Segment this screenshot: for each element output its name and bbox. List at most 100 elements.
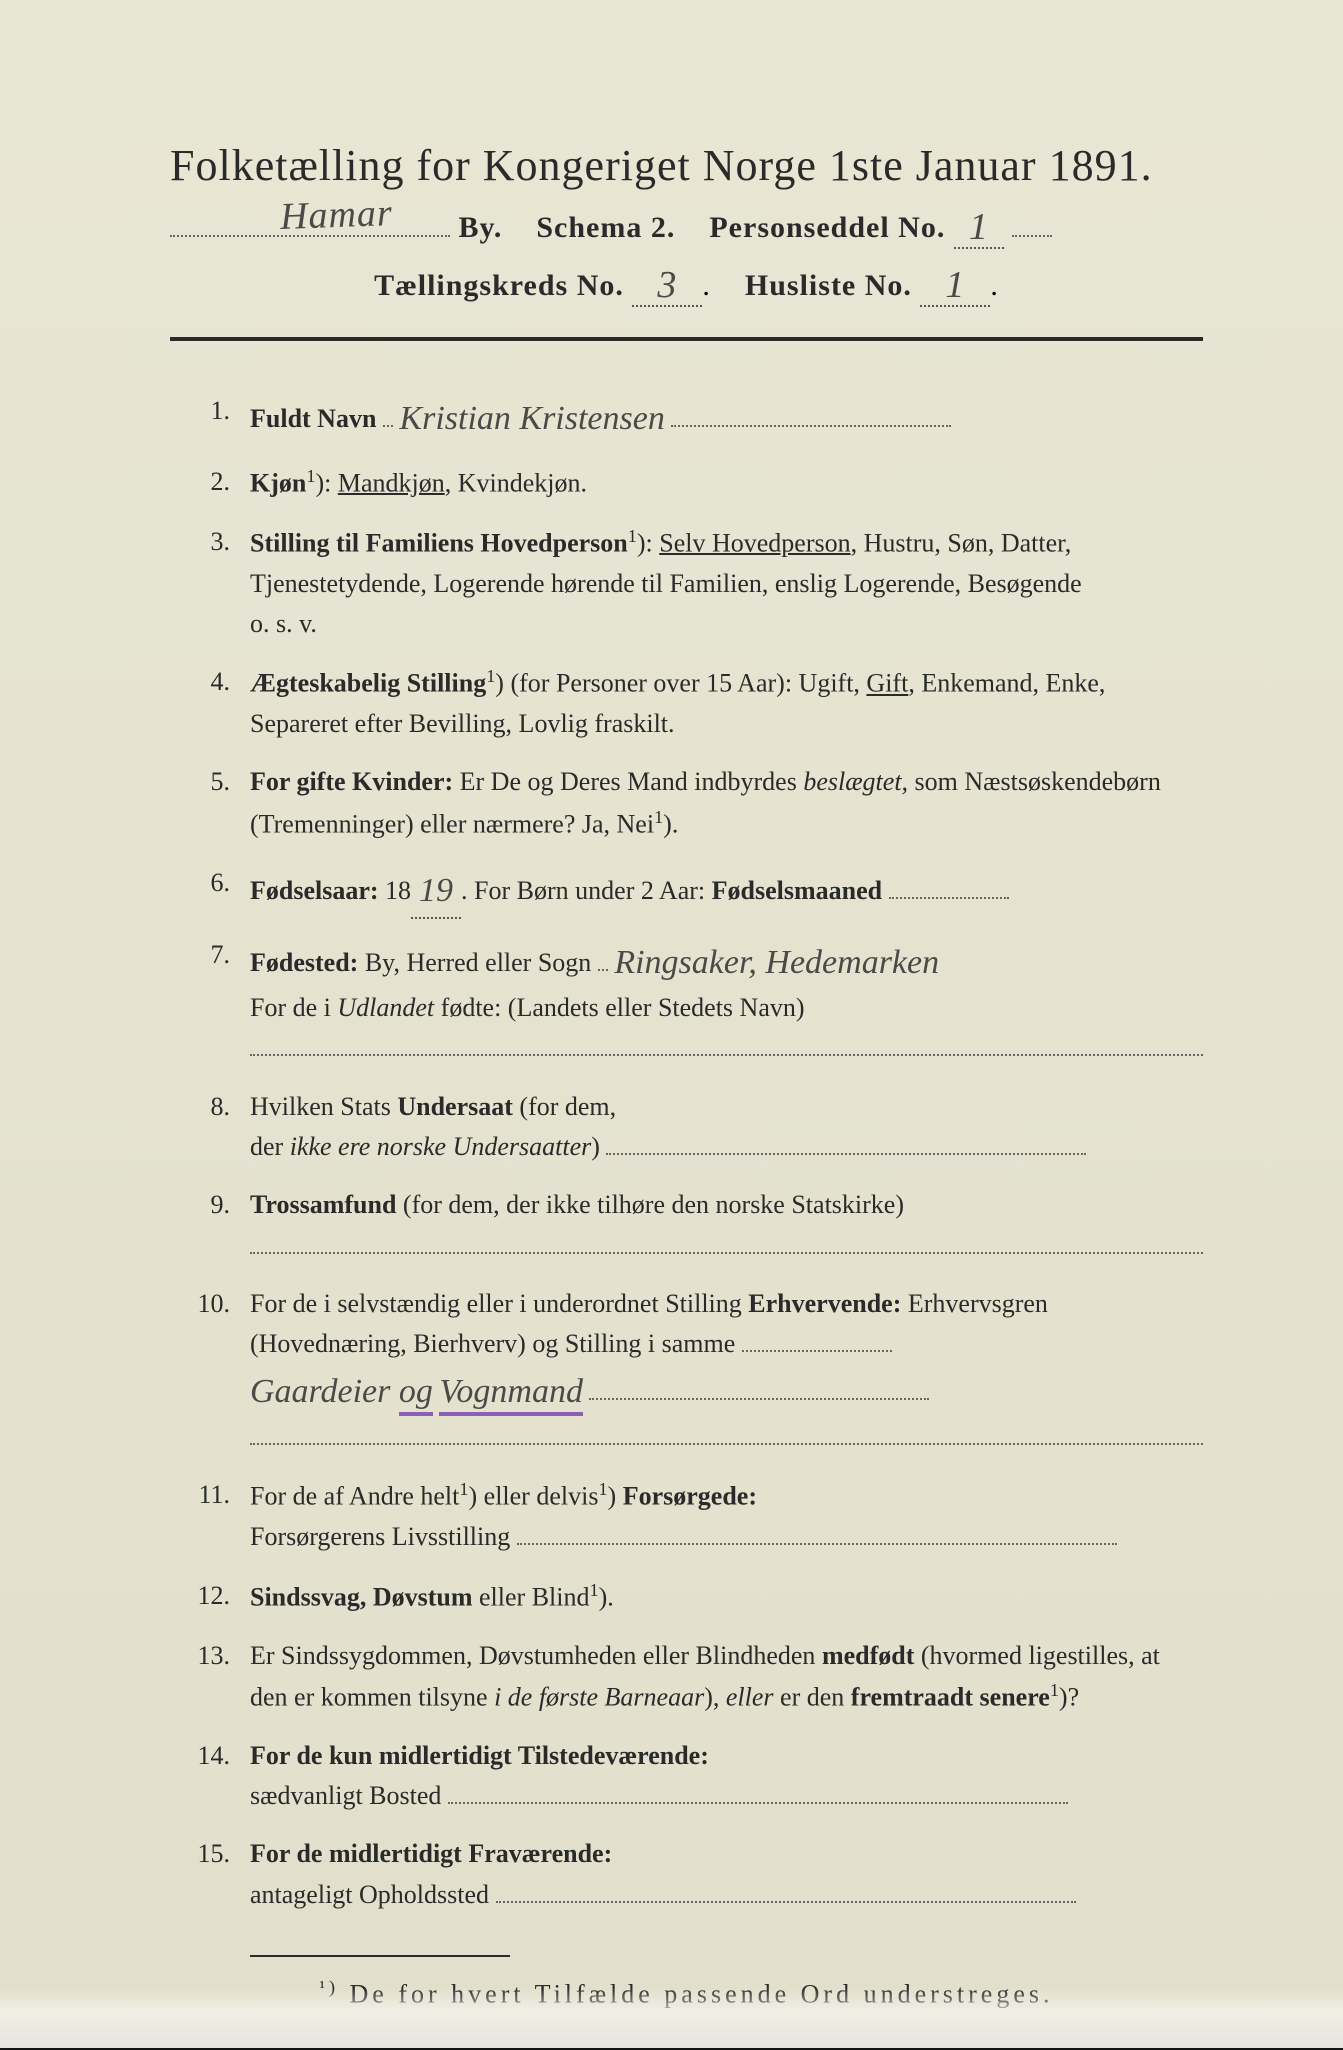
husliste-field: 1 — [920, 261, 990, 307]
item-13-body: Er Sindssygdommen, Døvstumheden eller Bl… — [250, 1636, 1203, 1718]
gk-a: Er De og Deres Mand indbyrdes — [453, 767, 803, 796]
item-10-body: For de i selvstændig eller i underordnet… — [250, 1284, 1203, 1458]
name-handwritten: Kristian Kristensen — [399, 400, 664, 437]
item-5: 5. For gifte Kvinder: Er De og Deres Man… — [170, 762, 1203, 844]
fs-b: For de i — [250, 993, 337, 1022]
beslaegtet: beslægtet, — [803, 767, 908, 796]
schema-label: Schema 2. — [536, 211, 675, 244]
personseddel-label: Personseddel No. — [709, 211, 945, 244]
item-8-body: Hvilken Stats Undersaat (for dem, der ik… — [250, 1087, 1203, 1168]
sind-c: ), — [704, 1683, 726, 1712]
item-3: 3. Stilling til Familiens Hovedperson1):… — [170, 522, 1203, 645]
item-4-num: 4. — [170, 662, 250, 744]
tellingskreds-field: 3 — [632, 261, 702, 307]
item-2-body: Kjøn1): Mandkjøn, Kvindekjøn. — [250, 462, 1203, 504]
birthplace-hw: Ringsaker, Hedemarken — [614, 944, 939, 981]
tellingskreds-label: Tællingskreds No. — [374, 269, 624, 302]
item-15: 15. For de midlertidigt Fraværende: anta… — [170, 1834, 1203, 1915]
by-label: By. — [459, 211, 503, 244]
item-7-num: 7. — [170, 935, 250, 1068]
gift: Gift — [866, 669, 908, 698]
sindssvag-label: Sindssvag, Døvstum — [250, 1582, 473, 1611]
item-1-num: 1. — [170, 391, 250, 444]
item-4: 4. Ægteskabelig Stilling1) (for Personer… — [170, 662, 1203, 744]
fremtraadt-label: fremtraadt senere — [851, 1683, 1050, 1712]
item-6-body: Fødselsaar: 1819. For Børn under 2 Aar: … — [250, 863, 1203, 918]
item-8-num: 8. — [170, 1087, 250, 1168]
document-page: Folketælling for Kongeriget Norge 1ste J… — [0, 0, 1343, 2048]
stats-d: ) — [591, 1132, 600, 1161]
content-area: Folketælling for Kongeriget Norge 1ste J… — [50, 60, 1293, 2050]
kvindekjon: , Kvindekjøn. — [445, 468, 587, 497]
item-6-num: 6. — [170, 863, 250, 918]
item-13-num: 13. — [170, 1636, 250, 1718]
item-4-body: Ægteskabelig Stilling1) (for Personer ov… — [250, 662, 1203, 744]
city-handwritten: Hamar — [279, 191, 393, 239]
forsorgede-label: Forsørgede: — [623, 1482, 757, 1511]
f-a: 18 — [379, 876, 412, 905]
page-bottom-edge — [0, 1988, 1343, 2048]
fuldt-navn-label: Fuldt Navn — [250, 404, 376, 433]
item-14-body: For de kun midlertidigt Tilstedeværende:… — [250, 1736, 1203, 1817]
personseddel-no: 1 — [969, 206, 989, 248]
main-title: Folketælling for Kongeriget Norge 1ste J… — [170, 140, 1203, 191]
sind-d: er den — [774, 1683, 851, 1712]
personseddel-no-field: 1 — [954, 203, 1004, 249]
fodselsaar-label: Fødselsaar: — [250, 876, 379, 905]
footnote-rule — [250, 1955, 510, 1957]
gifte-kvinder-label: For gifte Kvinder: — [250, 767, 453, 796]
item-14: 14. For de kun midlertidigt Tilstedevære… — [170, 1736, 1203, 1817]
husliste-label: Husliste No. — [745, 269, 912, 302]
blind-text: eller Blind — [473, 1582, 590, 1611]
occupation-hw-1: Gaardeier — [250, 1373, 399, 1410]
fors-a: For de af Andre helt — [250, 1482, 459, 1511]
aegteskab-label: Ægteskabelig Stilling — [250, 669, 486, 698]
item-11-body: For de af Andre helt1) eller delvis1) Fo… — [250, 1475, 1203, 1557]
occupation-og: og — [399, 1373, 433, 1416]
item-5-body: For gifte Kvinder: Er De og Deres Mand i… — [250, 762, 1203, 844]
item-3-num: 3. — [170, 522, 250, 645]
tros-text: (for dem, der ikke tilhøre den norske St… — [396, 1190, 904, 1219]
opholdssted-text: antageligt Opholdssted — [250, 1880, 489, 1909]
erh-a: For de i selvstændig eller i underordnet… — [250, 1289, 748, 1318]
eller: eller — [726, 1683, 774, 1712]
header-row-2: Tællingskreds No. 3. Husliste No. 1. — [170, 261, 1203, 307]
item-10: 10. For de i selvstændig eller i underor… — [170, 1284, 1203, 1458]
item-12: 12. Sindssvag, Døvstum eller Blind1). — [170, 1576, 1203, 1618]
item-7: 7. Fødested: By, Herred eller Sogn Rings… — [170, 935, 1203, 1068]
occupation-hw-2: Vognmand — [439, 1373, 583, 1416]
kjon-label: Kjøn — [250, 468, 306, 497]
form-items: 1. Fuldt Navn Kristian Kristensen 2. Kjø… — [170, 391, 1203, 1915]
item-9-body: Trossamfund (for dem, der ikke tilhøre d… — [250, 1185, 1203, 1266]
item-2: 2. Kjøn1): Mandkjøn, Kvindekjøn. — [170, 462, 1203, 504]
header-rule — [170, 337, 1203, 341]
fodested-label: Fødested: — [250, 948, 358, 977]
aegteskab-a: (for Personer over 15 Aar): Ugift, — [504, 669, 866, 698]
fs-a: By, Herred eller Sogn — [358, 948, 591, 977]
item-1: 1. Fuldt Navn Kristian Kristensen — [170, 391, 1203, 444]
mandkjon: Mandkjøn — [338, 468, 445, 497]
medfodt-label: medfødt — [822, 1641, 914, 1670]
husliste-no: 1 — [945, 264, 965, 306]
title-text: Folketælling for Kongeriget Norge 1ste J… — [170, 141, 1153, 190]
birthyear-hw: 19 — [411, 865, 461, 920]
stats-a: Hvilken Stats — [250, 1092, 397, 1121]
item-15-body: For de midlertidigt Fraværende: antageli… — [250, 1834, 1203, 1915]
bosted-text: sædvanligt Bosted — [250, 1781, 441, 1810]
udlandet: Udlandet — [337, 993, 434, 1022]
item-9-num: 9. — [170, 1185, 250, 1266]
stilling-label: Stilling til Familiens Hovedperson — [250, 528, 628, 557]
item-2-num: 2. — [170, 462, 250, 504]
item-6: 6. Fødselsaar: 1819. For Børn under 2 Aa… — [170, 863, 1203, 918]
fors-c: Forsørgerens Livsstilling — [250, 1522, 510, 1551]
trossamfund-label: Trossamfund — [250, 1190, 396, 1219]
item-11-num: 11. — [170, 1475, 250, 1557]
item-15-num: 15. — [170, 1834, 250, 1915]
stats-b: (for dem, — [513, 1092, 616, 1121]
item-3-body: Stilling til Familiens Hovedperson1): Se… — [250, 522, 1203, 645]
ikke-norske: ikke ere norske Undersaatter — [290, 1132, 592, 1161]
undersaat-label: Undersaat — [397, 1092, 513, 1121]
tilstede-label: For de kun midlertidigt Tilstedeværende: — [250, 1741, 709, 1770]
fors-b: eller delvis — [477, 1482, 598, 1511]
fodselsmaaned-label: Fødselsmaaned — [712, 876, 882, 905]
